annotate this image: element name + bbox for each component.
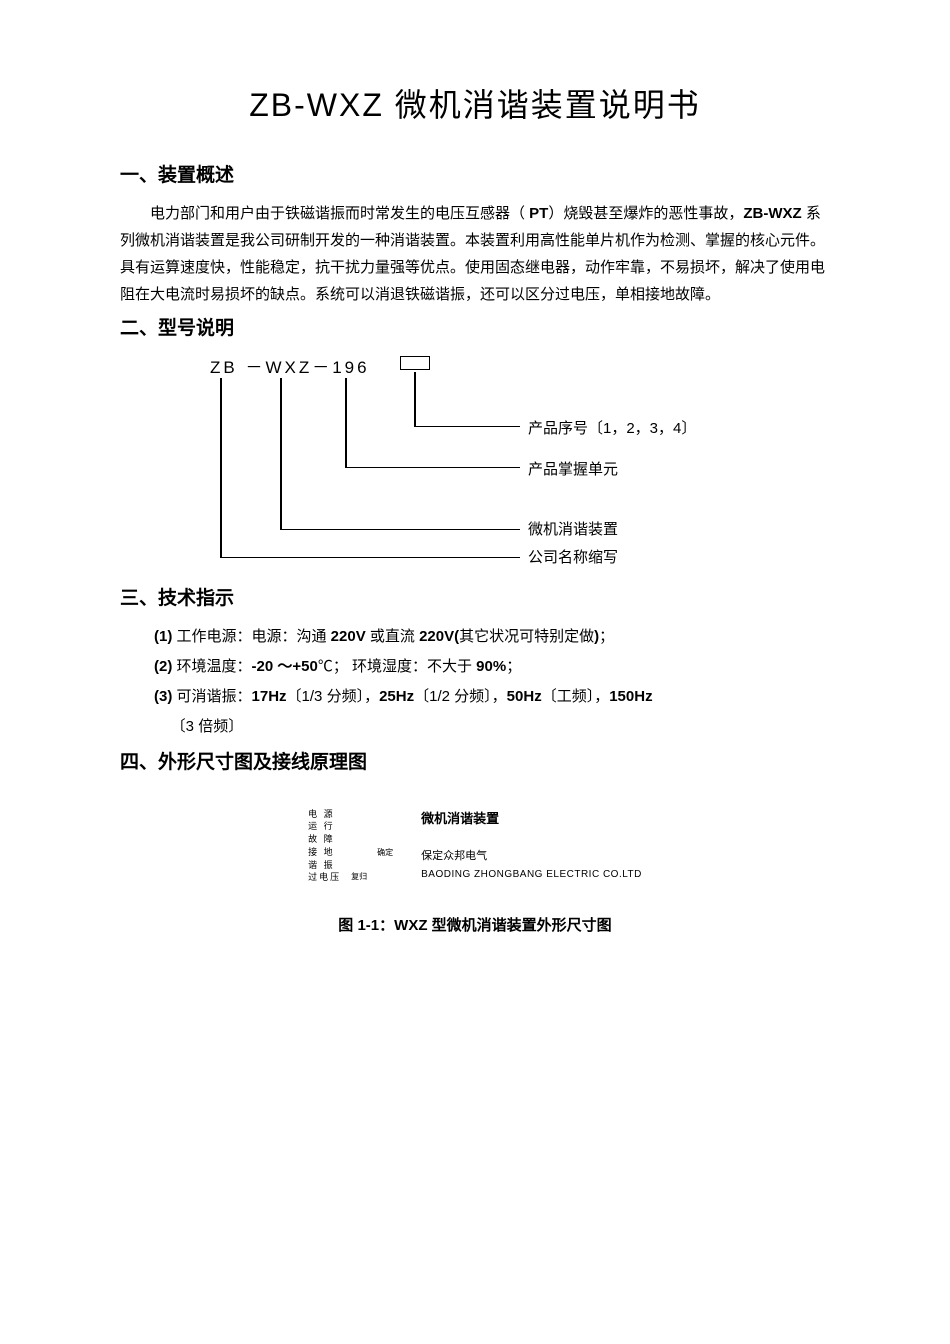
- text: 环境温度：: [177, 658, 252, 675]
- text-bold: 90%: [476, 658, 506, 675]
- panel-title: 微机消谐装置: [421, 809, 642, 830]
- text-bold: PT: [529, 205, 548, 222]
- model-label-1: 产品序号〔1，2，3，4〕: [528, 417, 696, 441]
- text: 〔1/3: [287, 688, 327, 705]
- text-bold: 25Hz: [379, 688, 414, 705]
- section3-heading: 三、技术指示: [120, 584, 830, 614]
- caption-text: WXZ: [394, 917, 432, 934]
- spec-item-1: (1) 工作电源：电源：沟通 220V 或直流 220V(其它状况可特别定做)；: [154, 622, 830, 652]
- text-bold: 50Hz: [507, 688, 542, 705]
- model-label-3: 微机消谐装置: [528, 518, 618, 542]
- led-label: 过电压: [308, 872, 341, 884]
- led-column: 电 源 运 行 故 障 接 地 谐 振 过电压: [308, 809, 341, 884]
- text-bold: 220V(: [419, 628, 459, 645]
- section2-heading: 二、型号说明: [120, 314, 830, 344]
- spec-item-3: (3) 可消谐振：17Hz〔1/3 分频〕，25Hz〔1/2 分频〕，50Hz〔…: [154, 682, 830, 742]
- device-panel-figure: 电 源 运 行 故 障 接 地 谐 振 过电压 复归 确定 微机消谐装置 保定众…: [120, 809, 830, 884]
- text: 分频〕，: [327, 688, 380, 705]
- text: 电力部门和用户由于铁磁谐振而时常发生的电压互感器（: [150, 205, 529, 222]
- spec-list: (1) 工作电源：电源：沟通 220V 或直流 220V(其它状况可特别定做)；…: [154, 622, 830, 742]
- section1-paragraph: 电力部门和用户由于铁磁谐振而时常发生的电压互感器（ PT）烧毁甚至爆炸的恶性事故…: [120, 200, 830, 308]
- text: 其它状况可特别定做: [459, 628, 594, 645]
- button-label-reset: 复归: [351, 871, 367, 884]
- spec-num: (3): [154, 688, 177, 705]
- text: 〔1/2: [414, 688, 454, 705]
- diagram-line: [280, 529, 520, 531]
- section4-heading: 四、外形尺寸图及接线原理图: [120, 748, 830, 778]
- caption-text: ：: [379, 917, 394, 934]
- diagram-line: [220, 557, 520, 559]
- document-title: ZB-WXZ 微机消谐装置说明书: [120, 80, 830, 131]
- caption-text: 图: [338, 917, 357, 934]
- diagram-line: [345, 378, 347, 468]
- text-bold: -20 ～+50: [252, 658, 318, 675]
- caption-text: 型微机消谐装置外形尺寸图: [432, 917, 612, 934]
- led-label: 谐 振: [308, 860, 341, 872]
- text: 工作电源：电源：沟通: [177, 628, 331, 645]
- text: ；: [506, 658, 521, 675]
- section1-heading: 一、装置概述: [120, 161, 830, 191]
- led-label: 电 源: [308, 809, 341, 821]
- text: 可消谐振：: [177, 688, 252, 705]
- model-diagram: ZB －WXZ－196 产品序号〔1，2，3，4〕 产品掌握单元 微机消谐装置 …: [120, 354, 830, 574]
- diagram-line: [414, 426, 520, 428]
- text: 倍频〕: [198, 718, 243, 735]
- text: ；: [599, 628, 614, 645]
- figure-caption: 图 1-1：WXZ 型微机消谐装置外形尺寸图: [120, 914, 830, 938]
- text-bold: 220V: [331, 628, 366, 645]
- spec-item-2: (2) 环境温度：-20 ～+50℃； 环境湿度：不大于 90%；: [154, 652, 830, 682]
- text-bold: 150Hz: [609, 688, 652, 705]
- spec-num: (1): [154, 628, 177, 645]
- diagram-line: [220, 378, 222, 558]
- model-box: [400, 356, 430, 370]
- model-label-2: 产品掌握单元: [528, 458, 618, 482]
- text: 〔工频〕，: [542, 688, 610, 705]
- model-label-4: 公司名称缩写: [528, 546, 618, 570]
- led-label: 运 行: [308, 821, 341, 833]
- text-bold: 17Hz: [252, 688, 287, 705]
- text-bold: ZB-WXZ: [743, 205, 801, 222]
- diagram-line: [414, 372, 416, 427]
- text: 分频〕，: [454, 688, 507, 705]
- led-label: 故 障: [308, 834, 341, 846]
- text: 或直流: [366, 628, 419, 645]
- text: 〔3: [171, 718, 199, 735]
- text: ℃； 环境湿度：不大于: [318, 658, 476, 675]
- spec-num: (2): [154, 658, 177, 675]
- diagram-line: [280, 378, 282, 530]
- company-name-en: BAODING ZHONGBANG ELECTRIC CO.LTD: [421, 867, 642, 883]
- button-label-confirm: 确定: [377, 847, 393, 860]
- company-name-cn: 保定众邦电气: [421, 848, 642, 866]
- diagram-line: [345, 467, 520, 469]
- led-label: 接 地: [308, 847, 341, 859]
- text: ）烧毁甚至爆炸的恶性事故，: [548, 205, 743, 222]
- panel-right: 微机消谐装置 保定众邦电气 BAODING ZHONGBANG ELECTRIC…: [403, 809, 642, 883]
- caption-text: 1-1: [357, 917, 379, 934]
